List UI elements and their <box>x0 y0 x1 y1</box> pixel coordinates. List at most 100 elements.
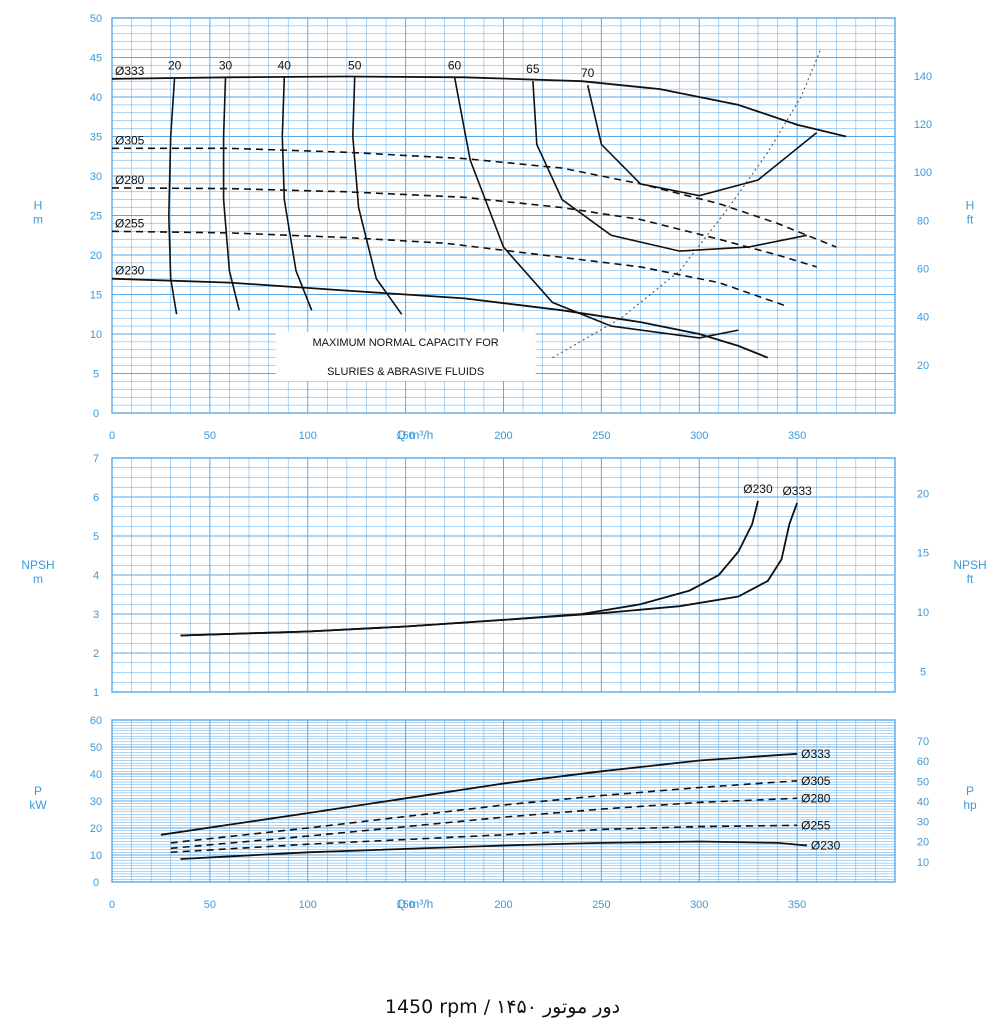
efficiency-curve-65 <box>532 81 808 252</box>
y-tick-label: 1 <box>93 687 99 699</box>
x-tick-label: 250 <box>592 430 610 442</box>
efficiency-curve-70 <box>586 85 818 197</box>
y-tick-label: 5 <box>93 369 99 381</box>
power-panel: 0 10 20 30 40 50 60 10 20 30 40 50 60 70 0 50 100 150 200 2… <box>29 715 977 911</box>
efficiency-curve-20 <box>167 77 178 315</box>
y2-tick-label: 15 <box>917 548 929 560</box>
x-tick-label: 300 <box>690 430 708 442</box>
x-axis-title: Q m³/h <box>397 897 434 911</box>
y2-axis-title: NPSH ft <box>953 558 986 586</box>
x-tick-label: 350 <box>788 430 806 442</box>
x-tick-label: 0 <box>109 899 115 911</box>
series-label: Ø280 <box>801 791 831 805</box>
annotation-line: SLURIES & ABRASIVE FLUIDS <box>327 366 484 378</box>
x-tick-label: 300 <box>690 899 708 911</box>
plot-frame <box>111 719 896 883</box>
y-tick-label: 2 <box>93 648 99 660</box>
series-label: Ø305 <box>801 774 831 788</box>
annotation-line: MAXIMUM NORMAL CAPACITY FOR <box>313 337 499 349</box>
series-line-Ø305 <box>170 780 798 844</box>
y-tick-label: 0 <box>93 877 99 889</box>
efficiency-label: 20 <box>168 58 182 72</box>
series-label: Ø333 <box>115 64 145 78</box>
series-line-Ø255 <box>111 230 788 308</box>
x-tick-label: 100 <box>299 899 317 911</box>
y-tick-label: 5 <box>93 531 99 543</box>
y2-tick-label: 80 <box>917 215 929 227</box>
y-tick-label: 30 <box>90 171 102 183</box>
x-tick-label: 200 <box>494 899 512 911</box>
y2-tick-label: 60 <box>917 756 929 768</box>
y-tick-label: 10 <box>90 329 102 341</box>
x-tick-label: 250 <box>592 899 610 911</box>
efficiency-label: 65 <box>526 62 540 76</box>
y-tick-label: 20 <box>90 823 102 835</box>
y2-tick-label: 20 <box>917 837 929 849</box>
y-tick-label: 25 <box>90 211 102 223</box>
y2-tick-label: 40 <box>917 312 929 324</box>
efficiency-label: 30 <box>219 58 233 72</box>
efficiency-curve-50 <box>351 77 403 315</box>
x-tick-label: 350 <box>788 899 806 911</box>
y2-tick-label: 40 <box>917 796 929 808</box>
y2-tick-label: 100 <box>914 167 932 179</box>
y-tick-label: 30 <box>90 796 102 808</box>
y2-tick-label: 5 <box>920 667 926 679</box>
y-tick-label: 60 <box>90 715 102 727</box>
plot-frame <box>111 17 896 414</box>
x-tick-label: 50 <box>204 430 216 442</box>
series-line-Ø230 <box>111 277 769 359</box>
x-tick-label: 200 <box>494 430 512 442</box>
x-tick-label: 100 <box>299 430 317 442</box>
y2-tick-label: 50 <box>917 776 929 788</box>
series-label: Ø230 <box>743 482 773 496</box>
grid <box>111 719 896 883</box>
y-tick-label: 15 <box>90 290 102 302</box>
x-tick-label: 150 <box>396 899 414 911</box>
series-label: Ø255 <box>801 818 831 832</box>
efficiency-label: 50 <box>348 58 362 72</box>
head-panel: 0 5 10 15 20 25 30 35 40 45 50 20 40 60 80 100 120 140 0 50… <box>33 13 974 442</box>
y-tick-label: 50 <box>90 13 102 25</box>
efficiency-label: 60 <box>448 58 462 72</box>
max-capacity-curve <box>552 49 822 359</box>
y-tick-label: 3 <box>93 609 99 621</box>
y2-tick-label: 10 <box>917 607 929 619</box>
x-tick-label: 150 <box>396 430 414 442</box>
series-label: Ø333 <box>801 747 831 761</box>
series-line-Ø280 <box>170 797 798 850</box>
series-label: Ø305 <box>115 133 145 147</box>
series-line-Ø333 <box>111 75 847 138</box>
y2-tick-label: 30 <box>917 817 929 829</box>
y-tick-label: 7 <box>93 453 99 465</box>
y-tick-label: 40 <box>90 92 102 104</box>
series-line-Ø255 <box>170 824 798 854</box>
y2-tick-label: 70 <box>917 736 929 748</box>
y-tick-label: 50 <box>90 742 102 754</box>
series-label: Ø230 <box>115 264 145 278</box>
y2-tick-label: 60 <box>917 263 929 275</box>
series-line-Ø280 <box>111 187 817 268</box>
grid <box>111 17 896 414</box>
series-line-Ø333 <box>180 502 798 637</box>
y2-tick-label: 120 <box>914 119 932 131</box>
efficiency-label: 40 <box>278 58 292 72</box>
y-tick-label: 6 <box>93 492 99 504</box>
y-tick-label: 45 <box>90 53 102 65</box>
y-tick-label: 0 <box>93 408 99 420</box>
series-line-Ø305 <box>112 147 837 248</box>
efficiency-label: 70 <box>581 66 595 80</box>
x-axis-title: Q m³/h <box>397 428 434 442</box>
plot-frame <box>111 457 896 693</box>
x-tick-label: 50 <box>204 899 216 911</box>
grid <box>111 457 896 693</box>
series-line-Ø230 <box>180 840 807 860</box>
y-axis-title: NPSH m <box>21 558 54 586</box>
y2-tick-label: 20 <box>917 360 929 372</box>
y-tick-label: 4 <box>93 570 99 582</box>
